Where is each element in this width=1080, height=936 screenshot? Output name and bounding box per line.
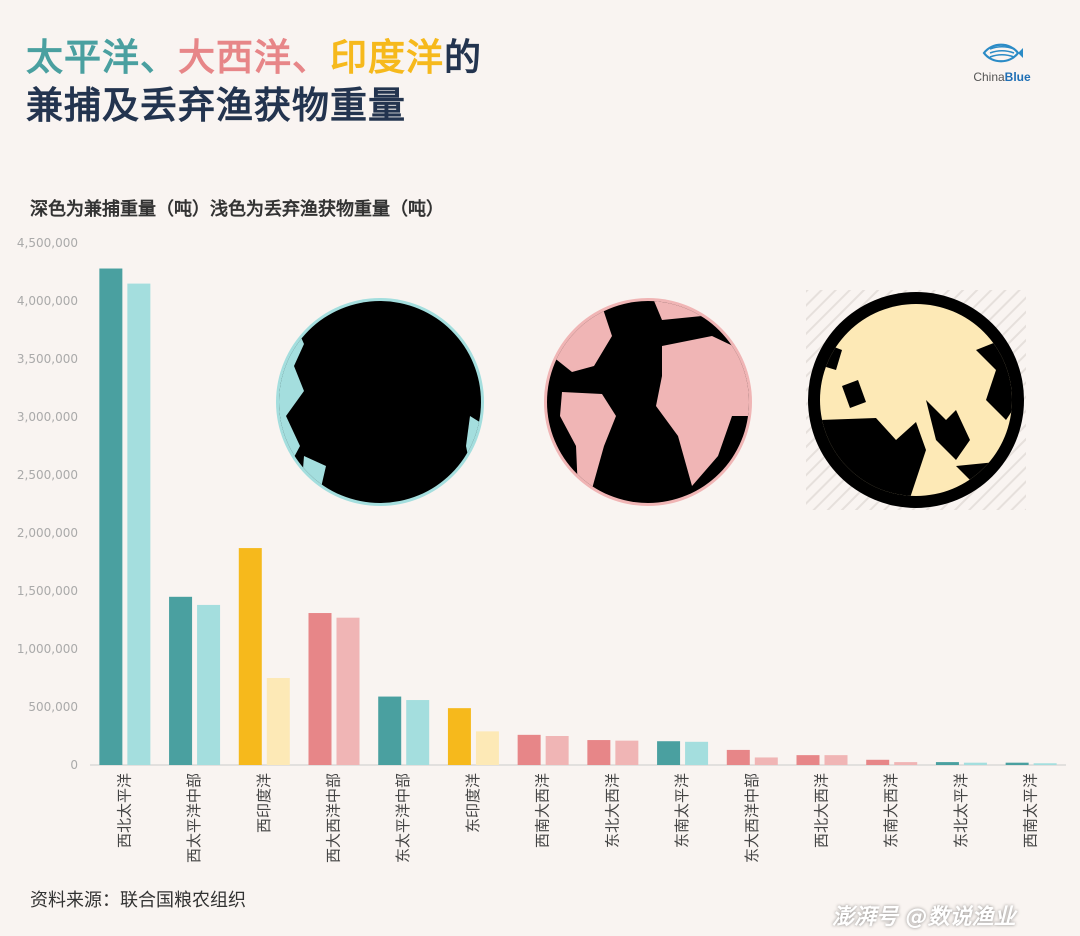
bycatch-bar: [169, 596, 193, 765]
bycatch-bar: [866, 759, 890, 765]
x-tick-label: 西南太平洋: [1022, 773, 1040, 848]
indian-ocean-globe-icon: [806, 290, 1026, 510]
y-tick-label: 4,000,000: [17, 294, 78, 308]
discard-bar: [963, 762, 987, 765]
watermark: 澎湃号 @数说渔业: [832, 905, 1016, 930]
x-tick-label: 西南大西洋: [534, 773, 552, 848]
discard-bar: [824, 755, 848, 765]
data-source-note: 资料来源：联合国粮农组织: [30, 890, 246, 911]
title-line-1: 太平洋、大西洋、印度洋的: [26, 34, 482, 82]
x-tick-label: 东北太平洋: [952, 773, 970, 848]
bycatch-bar: [587, 740, 611, 765]
x-tick-label: 东南大西洋: [882, 773, 900, 848]
logo-text: ChinaBlue: [973, 70, 1031, 84]
y-tick-label: 1,000,000: [17, 642, 78, 656]
bycatch-bar: [935, 762, 959, 765]
discard-bar: [615, 740, 639, 765]
bycatch-bar: [796, 755, 820, 765]
title-suffix: 的: [444, 36, 482, 79]
discard-bar: [406, 700, 430, 765]
bycatch-bar: [447, 708, 471, 765]
title-pacific: 太平洋: [26, 36, 140, 79]
discard-bar: [336, 617, 360, 765]
y-tick-label: 2,500,000: [17, 468, 78, 482]
discard-bar: [685, 741, 709, 765]
y-tick-label: 4,500,000: [17, 236, 78, 250]
discard-bar: [266, 678, 290, 765]
x-tick-label: 东太平洋中部: [394, 773, 412, 863]
x-tick-label: 西太平洋中部: [185, 773, 203, 863]
x-tick-label: 西北太平洋: [115, 773, 133, 848]
y-tick-label: 3,000,000: [17, 410, 78, 424]
discard-bar: [545, 736, 569, 765]
discard-bar: [127, 283, 151, 765]
bycatch-bar: [378, 696, 402, 765]
y-tick-label: 2,000,000: [17, 526, 78, 540]
page-title: 太平洋、大西洋、印度洋的 兼捕及丢弃渔获物重量: [26, 34, 482, 130]
title-separator: 、: [292, 36, 330, 79]
discard-bar: [894, 762, 918, 765]
title-separator: 、: [140, 36, 178, 79]
x-tick-label: 东印度洋: [464, 773, 482, 833]
y-tick-label: 3,500,000: [17, 352, 78, 366]
atlantic-ocean-globe-icon: [544, 298, 752, 506]
bycatch-bar: [238, 548, 262, 765]
chinablue-logo: ChinaBlue: [962, 40, 1042, 90]
title-atlantic: 大西洋: [178, 36, 292, 79]
bycatch-bar: [517, 734, 541, 765]
x-tick-label: 西大西洋中部: [325, 773, 343, 863]
discard-bar: [475, 731, 499, 765]
bycatch-bar: [99, 268, 123, 765]
x-tick-label: 西印度洋: [255, 773, 273, 833]
fish-logo-icon: [982, 43, 1023, 63]
y-tick-label: 0: [70, 758, 78, 772]
pacific-ocean-globe-icon: [276, 298, 484, 506]
title-line-2: 兼捕及丢弃渔获物重量: [26, 84, 406, 127]
bycatch-bar: [308, 613, 332, 765]
bycatch-bar: [657, 741, 681, 765]
discard-bar: [1033, 763, 1057, 765]
bycatch-bar: [726, 749, 750, 765]
bycatch-bar: [1005, 762, 1029, 765]
y-tick-label: 1,500,000: [17, 584, 78, 598]
title-indian: 印度洋: [330, 36, 444, 79]
discard-bar: [197, 604, 221, 765]
chart-legend-note: 深色为兼捕重量（吨）浅色为丢弃渔获物重量（吨）: [30, 199, 444, 220]
x-tick-label: 东南太平洋: [673, 773, 691, 848]
x-tick-label: 西北大西洋: [813, 773, 831, 848]
y-tick-label: 500,000: [28, 700, 78, 714]
x-tick-label: 东北大西洋: [603, 773, 621, 848]
discard-bar: [754, 757, 778, 765]
x-tick-label: 东大西洋中部: [743, 773, 761, 863]
